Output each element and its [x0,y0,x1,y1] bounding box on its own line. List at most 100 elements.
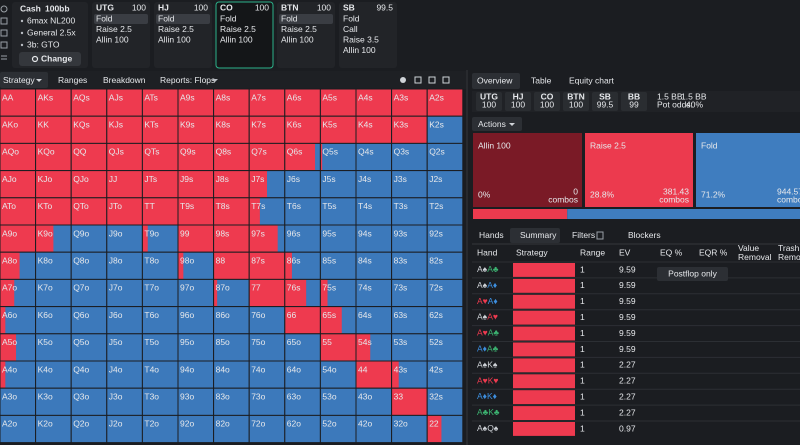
cell-fold[interactable] [142,279,178,307]
cell-fold[interactable] [249,333,285,361]
cell-raise[interactable] [213,252,250,280]
cell-raise[interactable] [0,306,6,334]
cell-raise[interactable] [249,89,285,117]
cell-raise[interactable] [320,116,356,144]
cell-fold[interactable] [391,225,428,253]
cell-fold[interactable] [320,170,356,198]
cell-raise[interactable] [178,197,214,225]
cell-fold[interactable] [178,388,214,416]
cell-raise[interactable] [178,143,214,171]
cell-fold[interactable] [35,415,72,443]
cell-fold[interactable] [71,225,107,253]
cell-fold[interactable] [106,279,143,307]
cell-raise[interactable] [213,197,250,225]
cell-raise[interactable] [106,170,143,198]
cell-fold[interactable] [391,333,428,361]
hand[interactable]: A♠A♥ [477,312,498,322]
hand[interactable]: A♥K♥ [477,376,498,386]
cell-fold[interactable] [391,306,428,334]
cell-fold[interactable] [427,143,463,171]
cell-fold[interactable] [249,361,285,389]
cell-fold[interactable] [178,279,214,307]
cell-fold[interactable] [0,388,36,416]
cell-fold[interactable] [320,415,356,443]
action-option[interactable]: Raise 2.5 [220,24,256,34]
action-option[interactable]: Raise 2.5 [96,24,132,34]
cell-fold[interactable] [0,415,36,443]
action-box[interactable] [473,133,582,207]
cell-fold[interactable] [284,388,321,416]
tab[interactable]: Strategy [3,75,35,85]
action-option[interactable]: Raise 3.5 [343,34,379,44]
cell-fold[interactable] [213,306,250,334]
action-option[interactable]: Allin 100 [158,34,191,44]
column-header[interactable]: EQR % [699,247,728,257]
cell-fold[interactable] [35,361,72,389]
cell-raise[interactable] [320,306,342,334]
cell-fold[interactable] [0,361,36,389]
cell-fold[interactable] [427,361,463,389]
cell-fold[interactable] [427,197,463,225]
cell-fold[interactable] [284,415,321,443]
cell-raise[interactable] [35,225,54,253]
cell-fold[interactable] [178,415,214,443]
cell-fold[interactable] [71,415,107,443]
hand[interactable]: A♦A♣ [477,344,499,354]
cell-raise[interactable] [320,89,356,117]
cell-raise[interactable] [0,225,36,253]
cell-raise[interactable] [0,143,36,171]
cell-fold[interactable] [427,333,463,361]
cell-fold[interactable] [106,388,143,416]
cell-raise[interactable] [106,197,143,225]
cell-fold[interactable] [320,225,356,253]
column-header[interactable]: Hand [477,247,498,257]
cell-fold[interactable] [320,361,356,389]
cell-raise[interactable] [213,170,250,198]
cell-fold[interactable] [427,306,463,334]
hand[interactable]: A♣K♣ [477,407,500,417]
cell-fold[interactable] [213,415,250,443]
cell-raise[interactable] [142,89,178,117]
cell-fold[interactable] [178,361,214,389]
column-header[interactable]: Value Removal [738,243,772,262]
cell-fold[interactable] [35,252,72,280]
action-option[interactable]: Allin 100 [281,34,314,44]
cell-fold[interactable] [106,333,143,361]
cell-fold[interactable] [106,252,143,280]
cell-fold[interactable] [356,143,392,171]
cell-raise[interactable] [391,89,428,117]
cell-raise[interactable] [178,116,214,144]
cell-raise[interactable] [356,116,392,144]
cell-raise[interactable] [178,89,214,117]
cell-raise[interactable] [142,197,178,225]
strip-box[interactable] [563,92,589,111]
cell-fold[interactable] [142,225,178,253]
position-panel[interactable] [215,1,274,69]
cell-fold[interactable] [35,306,72,334]
action-option[interactable]: Fold [96,13,113,23]
cell-fold[interactable] [142,388,178,416]
cell-fold[interactable] [106,361,143,389]
cell-fold[interactable] [356,279,392,307]
cell-fold[interactable] [356,170,392,198]
cell-raise[interactable] [106,89,143,117]
cell-fold[interactable] [178,252,214,280]
tab[interactable]: Hands [479,230,504,240]
cell-raise[interactable] [427,89,463,117]
cell-raise[interactable] [320,279,328,307]
cell-raise[interactable] [284,252,292,280]
cell-raise[interactable] [106,143,143,171]
cell-raise[interactable] [284,116,321,144]
cell-fold[interactable] [71,388,107,416]
strip-box[interactable] [621,92,647,111]
action-option[interactable]: Raise 2.5 [158,24,194,34]
cell-fold[interactable] [320,252,356,280]
action-option[interactable]: Allin 100 [343,45,376,55]
cell-raise[interactable] [249,225,278,253]
cell-raise[interactable] [391,388,428,416]
cell-fold[interactable] [178,306,214,334]
action-option[interactable]: Allin 100 [96,34,129,44]
cell-fold[interactable] [249,306,285,334]
cell-fold[interactable] [427,170,463,198]
cell-raise[interactable] [35,197,72,225]
